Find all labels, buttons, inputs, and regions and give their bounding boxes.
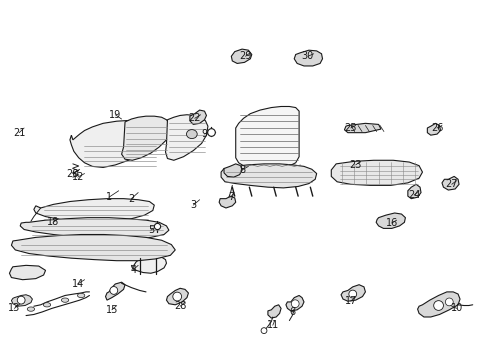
Circle shape — [433, 301, 443, 310]
Polygon shape — [20, 218, 168, 239]
Polygon shape — [219, 196, 235, 208]
Circle shape — [291, 300, 299, 307]
Text: 4: 4 — [130, 265, 136, 275]
Ellipse shape — [61, 298, 69, 302]
Text: 25: 25 — [344, 123, 356, 133]
Polygon shape — [441, 176, 458, 190]
Text: 18: 18 — [47, 217, 60, 227]
Text: 12: 12 — [71, 172, 84, 182]
Text: 1: 1 — [106, 192, 112, 202]
Circle shape — [110, 287, 118, 294]
Polygon shape — [11, 234, 175, 261]
Text: 19: 19 — [109, 110, 121, 120]
Circle shape — [172, 292, 181, 301]
Polygon shape — [330, 160, 422, 185]
Polygon shape — [407, 184, 420, 199]
Circle shape — [445, 298, 452, 306]
Polygon shape — [344, 123, 380, 133]
Polygon shape — [375, 213, 405, 228]
Polygon shape — [11, 295, 32, 306]
Text: 17: 17 — [344, 296, 356, 306]
Text: 14: 14 — [71, 279, 83, 289]
Ellipse shape — [77, 293, 84, 298]
Text: 15: 15 — [105, 305, 118, 315]
Text: 30: 30 — [301, 51, 313, 61]
Polygon shape — [340, 285, 365, 301]
Text: 5: 5 — [147, 225, 154, 235]
Polygon shape — [9, 265, 45, 280]
Text: 21: 21 — [13, 128, 25, 138]
Polygon shape — [235, 107, 299, 169]
Text: 8: 8 — [239, 165, 244, 175]
Text: 3: 3 — [190, 200, 196, 210]
Text: 6: 6 — [288, 307, 295, 317]
Polygon shape — [105, 282, 125, 300]
Text: 22: 22 — [188, 113, 201, 123]
Text: 27: 27 — [445, 179, 457, 189]
Polygon shape — [417, 292, 459, 317]
Polygon shape — [231, 49, 251, 63]
Polygon shape — [70, 121, 160, 167]
Polygon shape — [294, 50, 322, 66]
Polygon shape — [221, 164, 316, 188]
Circle shape — [348, 290, 356, 298]
Ellipse shape — [27, 307, 35, 311]
Text: 10: 10 — [449, 303, 462, 314]
Text: 29: 29 — [239, 51, 251, 61]
Ellipse shape — [43, 303, 51, 307]
Polygon shape — [189, 110, 206, 125]
Text: 24: 24 — [407, 190, 420, 200]
Polygon shape — [165, 115, 207, 160]
Polygon shape — [122, 116, 170, 160]
Text: 2: 2 — [128, 194, 134, 204]
Text: 7: 7 — [227, 192, 233, 202]
Text: 20: 20 — [66, 168, 79, 179]
Polygon shape — [224, 164, 242, 177]
Text: 16: 16 — [385, 218, 397, 228]
Circle shape — [17, 296, 25, 304]
Polygon shape — [166, 288, 188, 305]
Polygon shape — [34, 199, 154, 222]
Text: 26: 26 — [430, 123, 443, 133]
Text: 13: 13 — [8, 303, 20, 314]
Text: 11: 11 — [266, 320, 278, 330]
Text: 9: 9 — [201, 129, 207, 139]
Polygon shape — [267, 305, 281, 318]
Text: 23: 23 — [349, 160, 361, 170]
Text: 28: 28 — [174, 301, 186, 311]
Polygon shape — [285, 296, 304, 311]
Ellipse shape — [186, 130, 197, 139]
Polygon shape — [427, 123, 440, 135]
Circle shape — [261, 328, 266, 333]
Polygon shape — [131, 256, 166, 273]
